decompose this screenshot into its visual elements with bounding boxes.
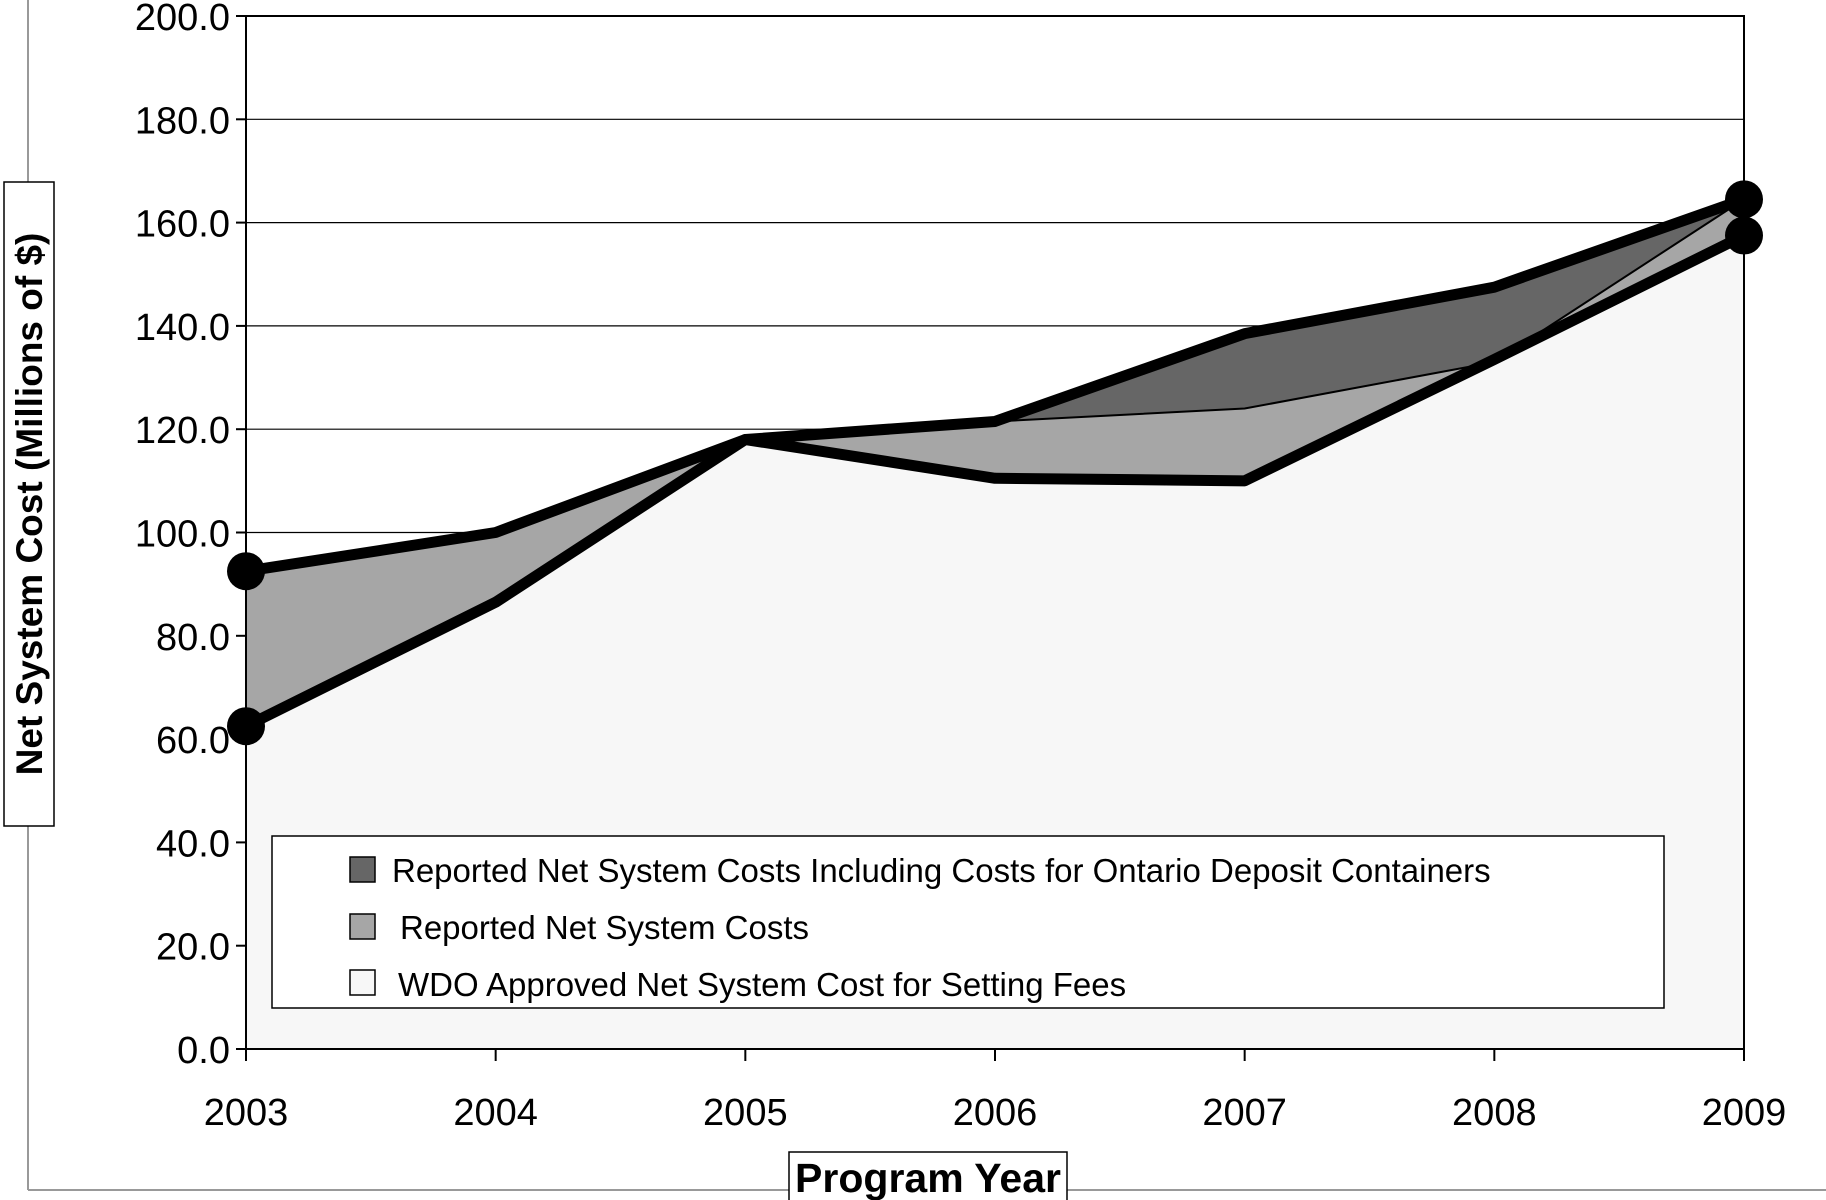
legend-label-including-deposit: Reported Net System Costs Including Cost… [392,852,1491,889]
y-tick-label: 160.0 [135,204,230,246]
y-tick-label: 200.0 [135,0,230,39]
legend: Reported Net System Costs Including Cost… [271,835,1665,1009]
legend-box [271,835,1665,1009]
line-including-deposit [245,194,1746,577]
legend-swatch-including-deposit [349,856,376,883]
x-tick-label-2008: 2008 [1452,1092,1537,1134]
y-axis-label-group: Net System Cost (Millions of $) [3,181,55,827]
y-tick-label: 180.0 [135,100,230,142]
legend-swatch-wdo-approved [349,969,376,996]
x-axis-label-box [788,1151,1068,1200]
legend-label-reported: Reported Net System Costs [400,909,809,946]
y-tick-label: 100.0 [135,514,230,556]
y-tick-label: 40.0 [156,823,230,865]
line-wdo-approved [243,230,1747,732]
y-axis-label: Net System Cost (Millions of $) [9,233,50,776]
y-tick-label: 120.0 [135,410,230,452]
x-tick-label-2006: 2006 [953,1092,1038,1134]
y-axis-label-box [3,181,55,827]
y-tick-label: 0.0 [177,1030,230,1072]
y-tick-label: 60.0 [156,720,230,762]
x-tick-label-2003: 2003 [204,1092,289,1134]
axes: 0.0 20.0 40.0 60.0 80.0 100.0 120.0 140.0 160.0 1… [135,0,1786,1134]
legend-label-wdo-approved: WDO Approved Net System Cost for Setting… [398,966,1126,1003]
x-tick-label-2005: 2005 [703,1092,788,1134]
y-tick-label: 140.0 [135,307,230,349]
x-tick-label-2007: 2007 [1202,1092,1287,1134]
y-tick-label: 20.0 [156,927,230,969]
legend-swatch-reported [349,913,376,940]
x-axis-label: Program Year [795,1155,1061,1200]
x-tick-label-2009: 2009 [1702,1092,1787,1134]
y-tick-label: 80.0 [156,617,230,659]
x-tick-label-2004: 2004 [453,1092,538,1134]
